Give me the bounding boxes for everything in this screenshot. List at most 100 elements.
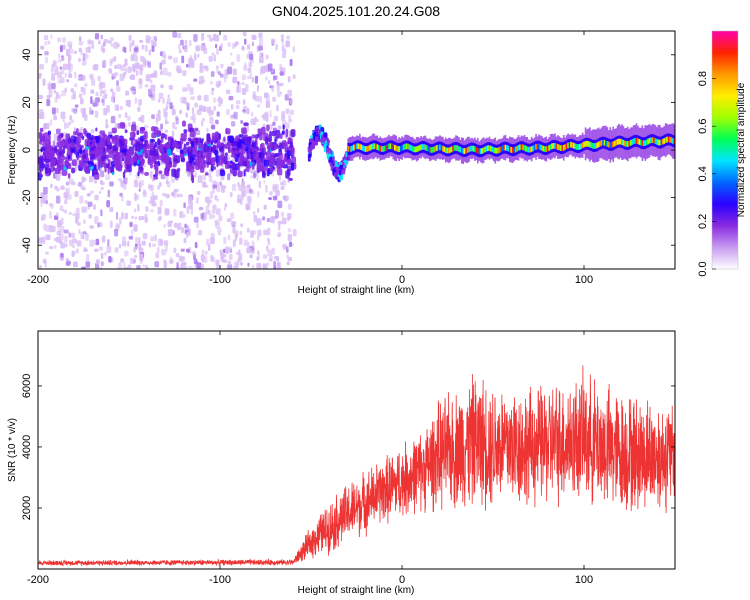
noise-blob (292, 45, 296, 53)
noise-blob (40, 111, 45, 119)
line-core (469, 145, 472, 152)
colorbar-tick-label: 0.8 (697, 71, 709, 86)
y-tick-label: -20 (21, 190, 33, 206)
line-core (660, 139, 663, 146)
line-core (635, 137, 638, 144)
noise-blob (248, 61, 253, 68)
line-core (493, 147, 495, 153)
noise-blob (267, 227, 271, 236)
noise-blob (212, 204, 217, 211)
noise-blob (150, 209, 154, 213)
noise-blob (94, 110, 99, 118)
band-blob (219, 147, 225, 153)
noise-blob (122, 236, 126, 242)
band-blob (126, 164, 132, 173)
line-core (353, 144, 355, 151)
line-core (487, 145, 489, 152)
band-blob (71, 159, 77, 167)
line-core (436, 145, 438, 151)
noise-blob (220, 251, 224, 259)
transition-blob (343, 159, 346, 163)
band-blob (198, 142, 204, 150)
noise-blob (40, 215, 43, 220)
noise-blob (66, 48, 70, 57)
noise-blob (118, 113, 122, 119)
noise-blob (110, 88, 114, 92)
noise-blob (64, 243, 68, 248)
line-core (414, 146, 417, 153)
noise-blob (138, 237, 141, 245)
noise-blob (257, 229, 262, 237)
line-core (530, 146, 533, 152)
noise-blob (223, 73, 229, 79)
line-core (393, 144, 396, 151)
band-blob (67, 154, 71, 160)
noise-blob (103, 107, 107, 116)
noise-blob (40, 202, 43, 208)
noise-blob (249, 254, 253, 259)
snr-series-line (38, 365, 675, 567)
band-blob (269, 167, 274, 173)
noise-blob (167, 71, 172, 77)
noise-blob (292, 74, 296, 79)
noise-blob (216, 111, 220, 117)
line-core (523, 145, 526, 151)
noise-blob (75, 248, 79, 254)
noise-blob (241, 45, 245, 51)
line-core (382, 146, 384, 152)
noise-blob (197, 175, 203, 183)
line-core (455, 145, 457, 151)
noise-blob (204, 255, 208, 264)
noise-blob (108, 69, 113, 74)
band-blob (247, 151, 253, 160)
noise-blob (70, 119, 75, 124)
noise-blob (39, 63, 44, 70)
noise-blob (175, 117, 179, 125)
noise-blob (175, 253, 180, 258)
noise-blob (246, 108, 250, 115)
noise-blob (192, 113, 196, 121)
band-blob (132, 155, 138, 163)
noise-blob (278, 175, 282, 181)
noise-blob (57, 228, 62, 232)
transition-blob (329, 162, 332, 167)
line-core (369, 144, 371, 151)
noise-blob (200, 254, 205, 262)
noise-blob (220, 42, 223, 48)
line-core (458, 145, 460, 152)
noise-blob (38, 94, 41, 100)
line-core (388, 143, 390, 150)
noise-blob (74, 71, 77, 79)
line-core (584, 141, 587, 147)
noise-blob (113, 41, 119, 49)
line-core (437, 144, 440, 151)
noise-blob (68, 211, 73, 216)
band-blob (183, 146, 188, 155)
noise-blob (220, 175, 225, 181)
noise-blob (197, 95, 202, 101)
noise-blob (122, 46, 126, 53)
noise-blob (165, 179, 169, 185)
noise-blob (121, 212, 124, 220)
noise-blob (223, 207, 226, 211)
noise-blob (210, 87, 214, 96)
noise-blob (146, 39, 151, 44)
line-core (377, 145, 380, 151)
line-core (509, 146, 511, 153)
line-core (640, 139, 642, 146)
band-blob (272, 156, 275, 162)
noise-blob (268, 197, 272, 201)
line-core (618, 138, 620, 145)
noise-blob (135, 70, 139, 77)
noise-blob (227, 260, 232, 266)
line-core (478, 148, 481, 155)
noise-blob (254, 75, 259, 84)
band-blob (90, 153, 96, 160)
band-blob (151, 132, 157, 139)
line-core (532, 145, 534, 152)
noise-blob (193, 216, 199, 223)
noise-blob (183, 44, 188, 53)
spectrogram-y-ticks: -40 -20 0 20 40 (21, 49, 675, 253)
noise-blob (216, 67, 219, 74)
noise-blob (269, 191, 273, 196)
